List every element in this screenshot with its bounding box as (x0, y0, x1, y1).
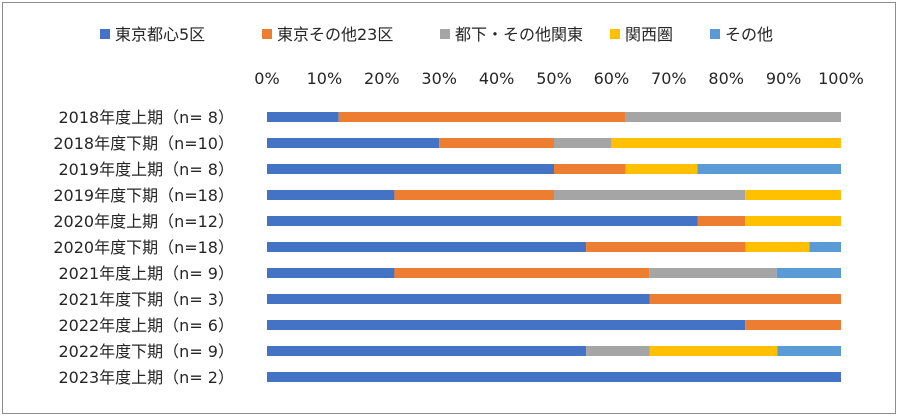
category-label-4: 2020年度上期（n=12） (53, 212, 234, 231)
x-tick-label-9: 90% (766, 69, 802, 88)
bar-5-series-1 (586, 242, 746, 252)
category-label-3: 2019年度下期（n=18） (53, 186, 234, 205)
bar-1-series-3 (611, 138, 841, 148)
bar-8-series-1 (745, 320, 841, 330)
bar-0-series-0 (267, 112, 339, 122)
bar-1-series-1 (439, 138, 554, 148)
x-tick-label-10: 100% (818, 69, 864, 88)
bar-6-series-4 (776, 268, 841, 278)
bar-3-series-2 (554, 190, 746, 200)
bar-4-series-1 (697, 216, 746, 226)
bar-6-series-0 (267, 268, 395, 278)
x-tick-label-1: 10% (307, 69, 343, 88)
x-tick-label-4: 40% (479, 69, 515, 88)
category-label-0: 2018年度上期（n= 8） (58, 108, 234, 127)
bar-1-series-0 (267, 138, 440, 148)
bar-5-series-0 (267, 242, 587, 252)
category-label-10: 2023年度上期（n= 2） (58, 368, 234, 387)
category-label-6: 2021年度上期（n= 9） (58, 264, 234, 283)
category-label-5: 2020年度下期（n=18） (53, 238, 234, 257)
x-tick-label-3: 30% (421, 69, 457, 88)
x-tick-label-5: 50% (536, 69, 572, 88)
x-tick-label-8: 80% (708, 69, 744, 88)
category-label-1: 2018年度下期（n=10） (53, 134, 234, 153)
legend-swatch-3 (610, 29, 620, 39)
bar-1-series-2 (554, 138, 612, 148)
x-tick-label-2: 20% (364, 69, 400, 88)
legend-swatch-1 (262, 29, 272, 39)
legend-label-0: 東京都心5区 (115, 25, 205, 44)
legend-swatch-0 (100, 29, 110, 39)
category-label-9: 2022年度下期（n= 9） (58, 342, 234, 361)
bar-6-series-2 (649, 268, 777, 278)
bar-6-series-1 (394, 268, 650, 278)
bar-0-series-2 (625, 112, 841, 122)
bar-4-series-3 (745, 216, 841, 226)
legend-label-3: 関西圏 (625, 25, 673, 44)
bar-9-series-2 (586, 346, 650, 356)
legend-swatch-4 (710, 29, 720, 39)
bar-9-series-3 (649, 346, 778, 356)
bar-5-series-4 (809, 242, 841, 252)
legend-label-2: 都下・その他関東 (455, 25, 583, 44)
x-tick-label-7: 70% (651, 69, 687, 88)
bar-5-series-3 (745, 242, 810, 252)
bar-3-series-0 (267, 190, 395, 200)
bar-0-series-1 (338, 112, 626, 122)
bar-7-series-0 (267, 294, 650, 304)
legend-swatch-2 (440, 29, 450, 39)
bar-7-series-1 (649, 294, 841, 304)
x-tick-label-0: 0% (254, 69, 279, 88)
category-label-7: 2021年度下期（n= 3） (58, 290, 234, 309)
bar-4-series-0 (267, 216, 698, 226)
bar-9-series-0 (267, 346, 587, 356)
bar-9-series-4 (777, 346, 841, 356)
legend-label-4: その他 (725, 25, 773, 44)
bar-2-series-0 (267, 164, 554, 174)
bar-3-series-1 (394, 190, 554, 200)
bar-2-series-4 (697, 164, 841, 174)
bar-3-series-3 (745, 190, 841, 200)
bar-2-series-3 (625, 164, 698, 174)
bar-8-series-0 (267, 320, 746, 330)
legend-label-1: 東京その他23区 (277, 25, 393, 44)
bar-2-series-1 (554, 164, 626, 174)
category-label-2: 2019年度上期（n= 8） (58, 160, 234, 179)
x-tick-label-6: 60% (594, 69, 630, 88)
x-axis-tick-labels: 0% 10% 20% 30% 40% 50% 60% 70% 80% 90% 100% (254, 69, 864, 88)
category-labels: 2018年度上期（n= 8） 2018年度下期（n=10） 2019年度上期（n= … (53, 108, 234, 387)
chart-frame (2, 2, 896, 414)
bar-10-series-0 (267, 372, 841, 382)
category-label-8: 2022年度上期（n= 6） (58, 316, 234, 335)
legend: 東京都心5区 東京その他23区 都下・その他関東 関西圏 その他 (100, 25, 773, 44)
bars (267, 112, 841, 382)
